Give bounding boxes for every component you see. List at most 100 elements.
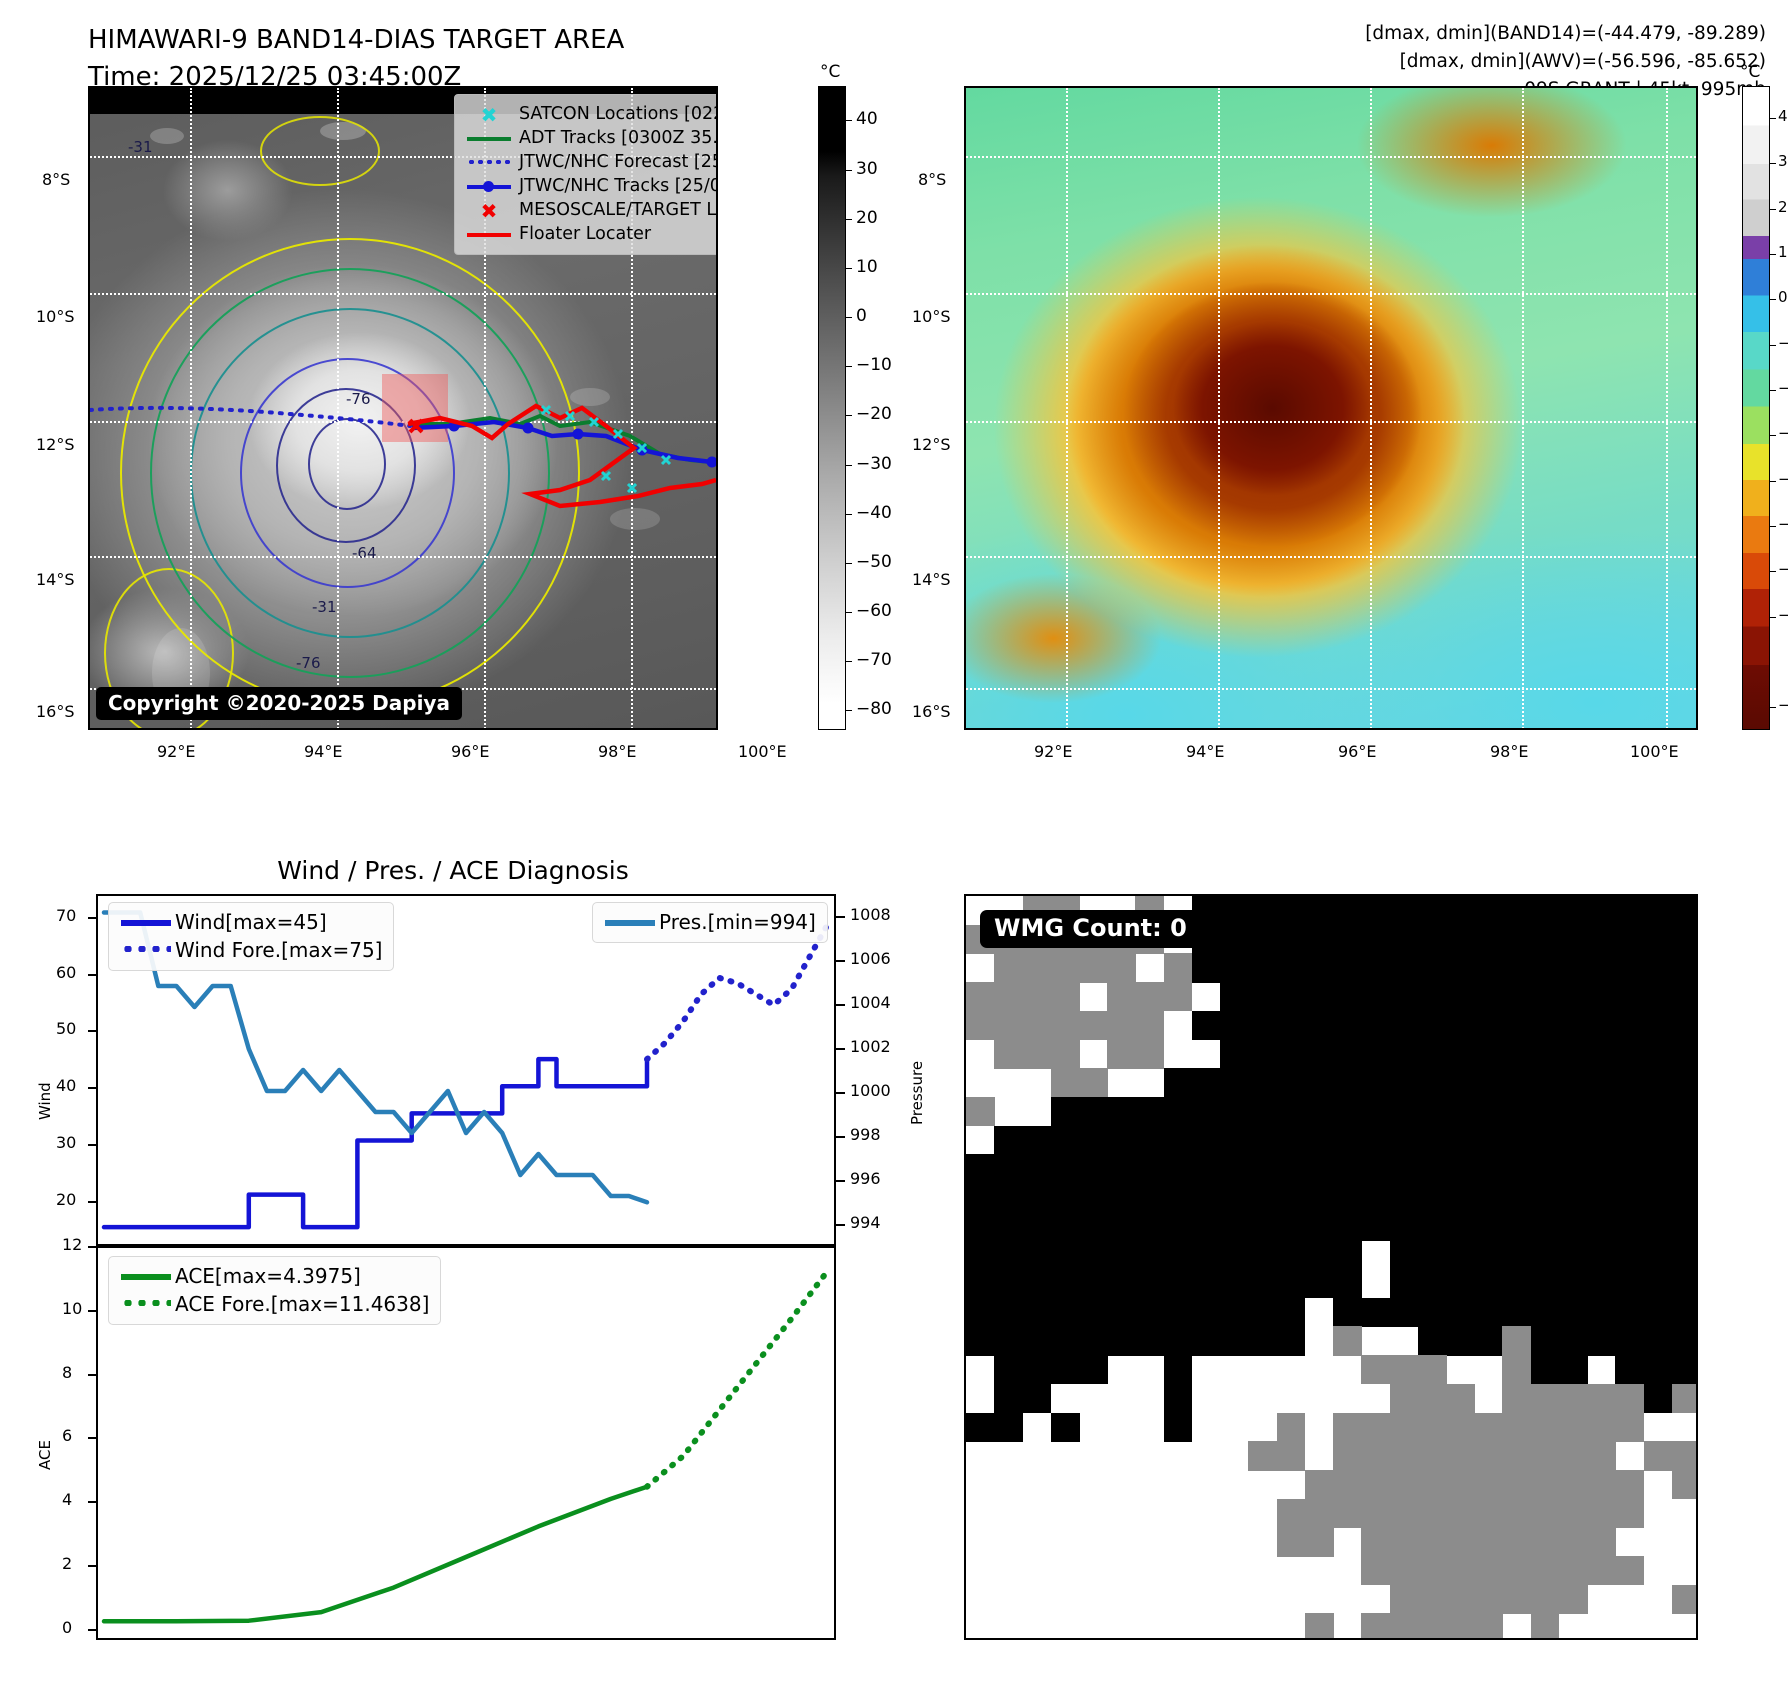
wmg-cell [1361,1412,1391,1442]
wmg-cell [1474,982,1504,1012]
wmg-cell [1361,1469,1391,1500]
legend-row-jtwc-tracks[interactable]: JTWC/NHC Tracks [25/0000Z] [463,174,716,198]
contour-ring-navy [276,388,416,543]
wmg-cell [1333,1441,1362,1471]
wmg-cell [1333,1039,1362,1069]
awv-colorbar-tick-label: 0 [1778,288,1788,307]
wmg-cell [1220,924,1249,955]
wmg-cell [1333,1010,1362,1041]
wmg-count-badge: WMG Count: 0 [980,910,1201,948]
wmg-cell [1502,1269,1532,1299]
ace-legend[interactable]: ACE[max=4.3975] ACE Fore.[max=11.4638] [108,1256,442,1325]
wmg-cell [994,1326,1024,1356]
gridline-lat [966,556,1696,558]
wind-legend[interactable]: Wind[max=45] Wind Fore.[max=75] [108,902,395,971]
wmg-cell [1445,1039,1475,1069]
wmg-cell [1558,1584,1588,1614]
wmg-cell [1445,1096,1475,1127]
dashboard-header: HIMAWARI-9 BAND14-DIAS TARGET AREA Time:… [88,22,624,96]
awv-satellite-map[interactable] [964,86,1698,730]
wmg-cell [1389,1613,1419,1638]
lat-tick-label: 16°S [912,702,951,721]
wmg-cell [1474,924,1504,955]
legend-row-pressure[interactable]: Pres.[min=994] [601,908,816,936]
wmg-cell [1417,982,1447,1012]
wmg-cell [1643,1355,1673,1385]
wmg-cell [1530,1527,1560,1557]
pressure-legend[interactable]: Pres.[min=994] [592,902,828,943]
wmg-cell [1643,953,1673,983]
wmg-cell [1163,1068,1193,1098]
pressure-tick-label: 1000 [850,1081,891,1100]
wmg-cell [1107,1269,1137,1299]
gridline-lat [90,293,716,295]
wmg-cell [1417,1010,1447,1041]
copyright-notice: Copyright ©2020-2025 Dapiya [96,687,462,720]
wmg-cell [1502,1096,1532,1127]
wmg-raster-panel[interactable]: WMG Count: 0 [964,894,1698,1640]
legend-row-jtwc-forecast[interactable]: JTWC/NHC Forecast [25/0000Z] [463,150,716,174]
wmg-cell [1220,1326,1249,1356]
ir-colorbar-tickmark [846,612,852,613]
page-title: HIMAWARI-9 BAND14-DIAS TARGET AREA [88,25,625,55]
wmg-cell [1474,1269,1504,1299]
legend-row-ace-forecast[interactable]: ACE Fore.[max=11.4638] [117,1290,429,1318]
wmg-cell [1276,1125,1306,1155]
wmg-cell [1558,1010,1588,1041]
legend-row-ace[interactable]: ACE[max=4.3975] [117,1262,429,1290]
legend-row-adt[interactable]: ADT Tracks [0300Z 35.0 1005.5] [463,126,716,150]
awv-colorbar[interactable] [1742,86,1770,730]
wmg-cell [1558,1240,1588,1270]
ir-colorbar-tickmark [846,317,852,319]
legend-row-mesoscale[interactable]: ✖ MESOSCALE/TARGET Location [463,198,716,222]
legend-row-wind[interactable]: Wind[max=45] [117,908,382,936]
wmg-cell [1417,1269,1447,1299]
wmg-cell [1615,1383,1645,1414]
wmg-cell [1502,1068,1532,1098]
wmg-cell [1417,1182,1447,1213]
ir-colorbar[interactable] [818,86,846,730]
wmg-cell [1333,982,1362,1012]
legend-row-floater[interactable]: Floater Locater [463,222,716,246]
wmg-cell [1107,1211,1137,1241]
wmg-cell [1163,953,1193,983]
wmg-cell [1417,953,1447,983]
lat-tick-label: 12°S [912,435,951,454]
wmg-cell [1389,1297,1419,1328]
wmg-cell [1107,1039,1137,1069]
wmg-cell [1304,1096,1334,1127]
gridline-lon [1218,88,1220,728]
mesoscale-target-box[interactable] [382,374,448,442]
wmg-cell [1191,1269,1221,1299]
wmg-cell [1220,896,1249,926]
pressure-tickmark [836,960,845,962]
wmg-cell [1530,1555,1560,1586]
wmg-cell [1361,924,1391,955]
ir-map-legend[interactable]: ✖ SATCON Locations [0220Z 38 998] ADT Tr… [454,94,716,255]
legend-row-wind-forecast[interactable]: Wind Fore.[max=75] [117,936,382,964]
wmg-cell [1671,1297,1696,1328]
wmg-cell [994,1240,1024,1270]
wmg-cell [1220,1182,1249,1213]
wmg-cell [1530,1441,1560,1471]
wmg-cell [1248,1125,1278,1155]
wmg-cell [1022,1039,1052,1069]
wmg-cell [966,1096,995,1127]
ir-colorbar-tick-label: −60 [856,601,892,621]
wmg-cell [1191,1068,1221,1098]
gridline-lat [966,421,1696,423]
wmg-cell [1671,1584,1696,1614]
wmg-cell [1615,953,1645,983]
wmg-cell [1050,1297,1080,1328]
ir-satellite-map[interactable]: -31 -76 -64 -31 -76 [88,86,718,730]
wmg-cell [1671,896,1696,926]
legend-row-satcon[interactable]: ✖ SATCON Locations [0220Z 38 998] [463,102,716,126]
wmg-cell [1587,1383,1616,1414]
wmg-cell [1530,1469,1560,1500]
wmg-cell [1220,1068,1249,1098]
wmg-cell [1389,1412,1419,1442]
pressure-tick-label: 1004 [850,993,891,1012]
wmg-cell [1530,1039,1560,1069]
wmg-cell [1276,1527,1306,1557]
wmg-cell [1474,1039,1504,1069]
